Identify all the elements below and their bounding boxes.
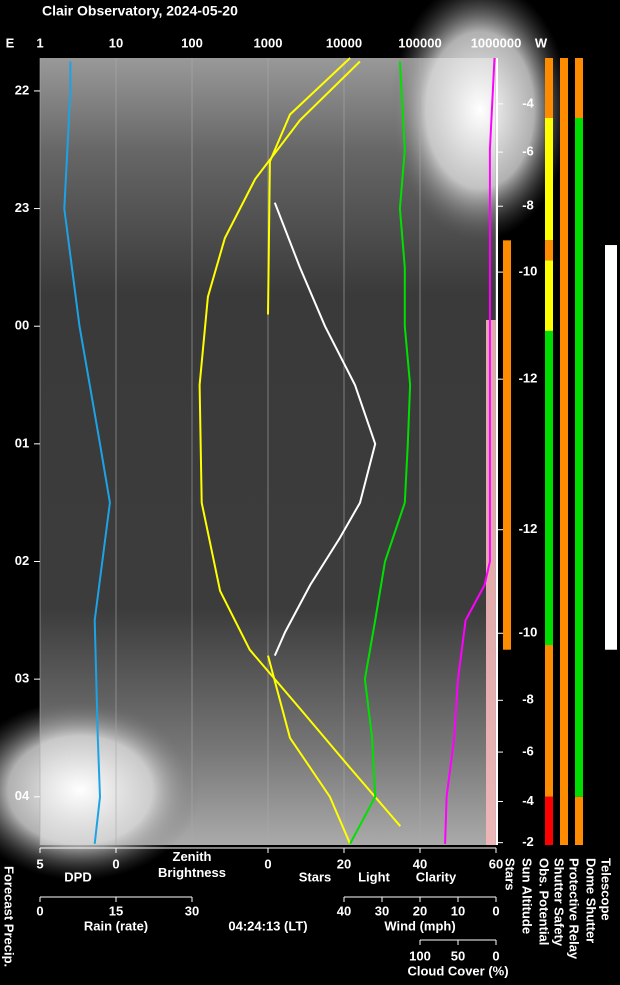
y-tick-label: 23 [15,200,29,215]
status-label: Dome Shutter [584,858,599,943]
y-tick-label: 00 [15,318,29,333]
status-segment [605,245,617,650]
y-tick-label: 22 [15,82,29,97]
top-tick-label: 1000000 [471,35,522,50]
sun-tick-label: -8 [522,692,534,707]
top-tick-label: 100000 [398,35,441,50]
x-tick-label: 30 [185,903,199,918]
status-segment [545,330,553,646]
top-tick-label: 1000 [254,35,283,50]
y-tick-label: 03 [15,671,29,686]
sun-tick-label: -6 [522,744,534,759]
chart-title: Clair Observatory, 2024-05-20 [42,3,238,19]
sun-tick-label: -2 [522,834,534,849]
status-label: Stars [503,858,518,891]
sky-image [0,0,570,880]
series-line [267,57,352,845]
x-tick-label: 40 [413,856,427,871]
axis-label: DPD [64,869,91,884]
sun-tick-label: -4 [522,793,534,808]
status-label: Protective Relay [567,858,582,960]
status-segment [575,58,583,118]
y-tick-label: 02 [15,553,29,568]
status-segment [575,117,583,797]
y-tick-label: 04 [15,788,30,803]
status-label: Obs. Potential [537,858,552,945]
status-segment [545,240,553,261]
east-label: E [6,35,15,50]
sun-tick-label: -6 [522,144,534,159]
status-segment [545,260,553,331]
series-line [63,61,111,844]
axis-label: Zenith Brightness [158,849,226,880]
status-segment [503,240,511,650]
x-tick-label: 50 [451,948,465,963]
x-tick-label: 40 [337,903,351,918]
top-tick-label: 100 [181,35,203,50]
x-tick-label: 10 [451,903,465,918]
x-tick-label: 60 [489,856,503,871]
x-tick-label: 0 [112,856,119,871]
sun-tick-label: -4 [522,95,534,110]
forecast-precip-label: Forecast Precip. [2,866,17,967]
series-line [349,61,412,845]
y-tick-label: 01 [15,435,29,450]
x-tick-label: 100 [409,948,431,963]
axis-label: Cloud Cover (%) [407,963,508,978]
sun-altitude-label: Sun Altitude [520,858,535,934]
series-line [444,57,496,844]
sun-tick-label: -10 [519,264,538,279]
status-segment [545,796,553,845]
status-label: Telescope [599,858,614,921]
x-tick-label: 15 [109,903,123,918]
status-segment [545,58,553,118]
x-tick-label: 0 [36,903,43,918]
x-tick-label: 0 [492,948,499,963]
status-segment [545,117,553,241]
x-tick-label: 20 [413,903,427,918]
time-label: 04:24:13 (LT) [228,918,307,933]
west-label: W [535,35,548,50]
sun-tick-label: -12 [519,521,538,536]
top-tick-label: 10000 [326,35,362,50]
sun-tick-label: -12 [519,371,538,386]
status-segment [575,796,583,845]
x-tick-label: 0 [492,903,499,918]
sun-tick-label: -10 [519,625,538,640]
x-tick-label: 5 [36,856,43,871]
axis-label: Clarity [416,869,457,884]
axis-label: Stars [299,869,332,884]
axis-label: Light [358,869,390,884]
top-tick-label: 10 [109,35,123,50]
series-line [198,60,402,827]
x-tick-label: 20 [337,856,351,871]
axis-label: Rain (rate) [84,918,148,933]
x-tick-label: 30 [375,903,389,918]
axis-label: Wind (mph) [384,918,455,933]
top-tick-label: 1 [36,35,43,50]
status-label: Shutter Safety [552,858,567,947]
status-segment [560,58,568,845]
sun-tick-label: -8 [522,198,534,213]
status-segment [545,645,553,797]
x-tick-label: 0 [264,856,271,871]
series-line [273,202,377,657]
